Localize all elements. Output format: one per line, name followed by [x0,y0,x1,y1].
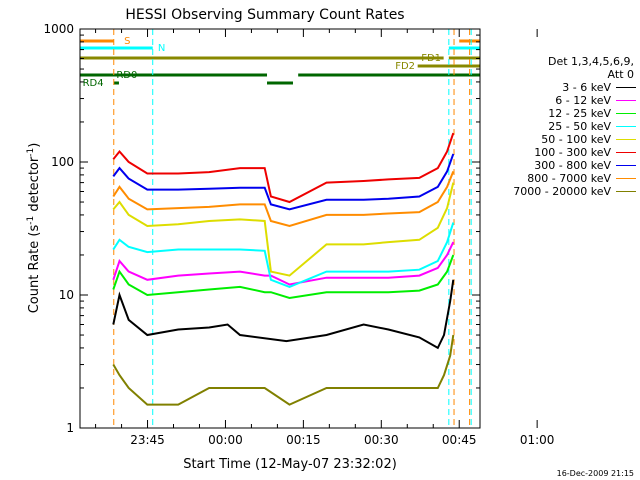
legend-entry: 12 - 25 keV [482,107,638,120]
legend-entry: 300 - 800 keV [482,159,638,172]
legend-label: 800 - 7000 keV [527,172,611,185]
legend-label: 300 - 800 keV [534,159,611,172]
legend-header-line-1: Det 1,3,4,5,6,9, [547,55,634,68]
series-line [112,222,455,288]
plot-frame [79,28,481,429]
legend-label: 6 - 12 keV [555,94,611,107]
legend-entry: 50 - 100 keV [482,133,638,146]
legend-header-line-2: Att 0 [607,68,634,81]
legend-swatch [616,191,636,192]
legend-entry: 800 - 7000 keV [482,172,638,185]
flag-bar-label: FD2 [395,61,415,72]
legend-swatch [616,126,636,127]
x-tick-label: 23:45 [130,433,165,447]
series-line [112,254,455,300]
legend-swatch [616,139,636,140]
flag-bars: S N FD1 FD2 RD0 RD4 [80,29,480,428]
legend-swatch [616,113,636,114]
x-tick-label: 00:15 [286,433,321,447]
series-line [112,241,455,286]
y-axis-label: Count Rate (s-1 detector-1) [26,143,42,314]
flag-bar-label: RD4 [83,78,104,89]
legend-entry: 7000 - 20000 keV [482,185,638,198]
legend-swatch [616,152,636,153]
y-tick-label: 100 [51,155,74,169]
legend-label: 3 - 6 keV [562,81,611,94]
y-tick-label: 1000 [43,22,74,36]
series-line [112,334,455,406]
flag-bar-label: N [158,43,165,54]
flag-bar-label: FD1 [421,53,441,64]
x-tick-label: 00:30 [364,433,399,447]
legend-entry: 100 - 300 keV [482,146,638,159]
legend-swatch [616,100,636,101]
x-tick-label: 00:45 [442,433,477,447]
datestamp: 16-Dec-2009 21:15 [556,469,634,478]
series-lines [112,132,455,406]
x-tick-label: 00:00 [208,433,243,447]
legend-label: 100 - 300 keV [534,146,611,159]
series-line [112,279,455,350]
x-axis-label: Start Time (12-May-07 23:32:02) [183,457,397,472]
plot-axes: 23:45 00:00 00:15 00:30 00:45 01:00 1 10 100 1000 [43,22,554,447]
flag-bar-label: RD0 [116,70,137,81]
legend-swatch [616,87,636,88]
series-line [112,132,455,204]
series-line [112,153,455,211]
series-line [112,182,455,277]
legend-swatch [616,178,636,179]
x-tick-label: 01:00 [520,433,555,447]
legend-label: 12 - 25 keV [548,107,611,120]
legend-entry: 6 - 12 keV [482,94,638,107]
legend: Det 1,3,4,5,6,9, Att 0 3 - 6 keV 6 - 12 k… [482,55,638,198]
legend-swatch [616,165,636,166]
y-tick-label: 1 [66,421,74,435]
legend-label: 7000 - 20000 keV [513,185,611,198]
legend-label: 50 - 100 keV [541,133,611,146]
y-tick-label: 10 [59,288,74,302]
legend-entry: 25 - 50 keV [482,120,638,133]
flag-bar-label: S [124,36,130,47]
legend-label: 25 - 50 keV [548,120,611,133]
chart-title: HESSI Observing Summary Count Rates [125,7,404,23]
legend-rows: 3 - 6 keV 6 - 12 keV 12 - 25 keV 25 - 50 ke… [482,81,638,198]
series-line [112,171,455,228]
legend-entry: 3 - 6 keV [482,81,638,94]
